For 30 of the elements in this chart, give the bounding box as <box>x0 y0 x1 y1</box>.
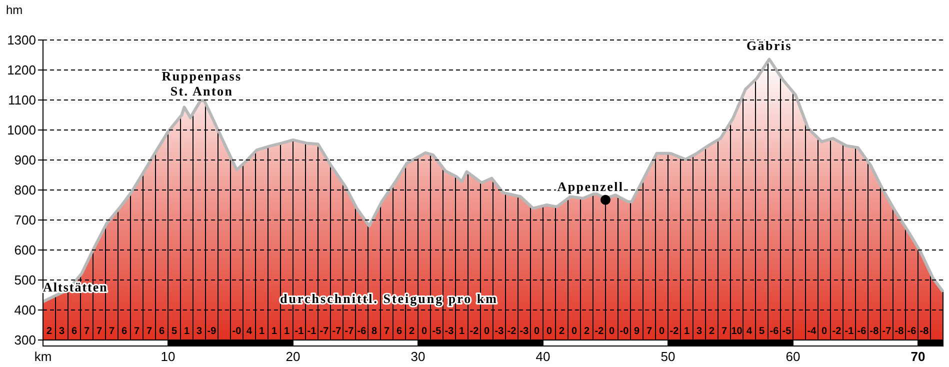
text: 5 1 3 -9 -0 4 1 1 1 <box>171 326 290 337</box>
y-axis-title: hm <box>6 3 23 17</box>
x-tick-label: 50 <box>660 349 676 364</box>
text: -4 0 -2 -1 -6 -8 -7 -8 -6 -8 <box>807 326 929 337</box>
text: 2 3 6 7 7 7 6 7 7 6 <box>46 326 165 337</box>
text: 0 -5 -3 1 -2 0 -3 -2 -3 0 <box>421 326 540 337</box>
x-tick-label: 20 <box>286 349 300 364</box>
x-tick-label: 70 <box>910 349 926 364</box>
y-tick-label: 600 <box>14 242 36 258</box>
y-tick-label: 1200 <box>7 62 36 78</box>
x-axis-title: km <box>34 349 52 364</box>
annotation: Gäbris <box>746 38 792 54</box>
annotation: Appenzell <box>557 178 624 194</box>
y-tick-label: 500 <box>14 272 36 288</box>
text: -2 1 3 2 7 10 4 5 -6 -5 <box>670 326 792 337</box>
y-tick-label: 800 <box>14 182 36 198</box>
text: 0 2 0 2 -2 0 -0 9 7 0 <box>546 326 665 337</box>
y-tick-label: 1000 <box>7 122 36 138</box>
y-tick-label: 700 <box>14 212 36 228</box>
y-tick-label: 900 <box>14 152 36 168</box>
y-tick-label: 1100 <box>8 92 36 108</box>
x-tick-label: 30 <box>410 349 426 364</box>
x-tick-label: 40 <box>536 349 550 364</box>
x-tick-label: 60 <box>786 349 800 364</box>
text: -1 -1 -7 -7 -7 -6 8 7 6 2 <box>294 326 415 337</box>
y-tick-label: 400 <box>14 302 36 318</box>
y-tick-label: 1300 <box>7 32 36 48</box>
annotation: Ruppenpass St. Anton <box>162 68 242 99</box>
x-tick-label: 10 <box>160 349 176 364</box>
y-tick-label: 300 <box>14 332 36 348</box>
